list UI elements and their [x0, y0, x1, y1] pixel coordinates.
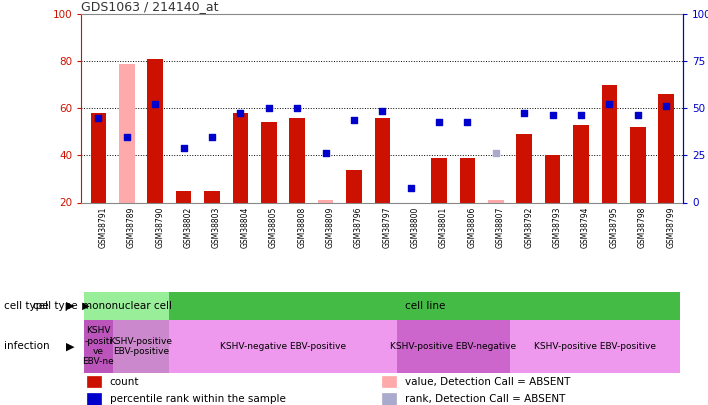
Point — [576, 112, 587, 119]
Bar — [375, 118, 390, 202]
Point — [661, 103, 672, 109]
Text: GSM38797: GSM38797 — [382, 207, 392, 248]
Point — [632, 112, 644, 119]
Text: KSHV
-positi
ve
EBV-ne: KSHV -positi ve EBV-ne — [83, 326, 114, 367]
Bar — [204, 191, 219, 202]
Bar — [545, 156, 561, 202]
Text: KSHV-positive EBV-positive: KSHV-positive EBV-positive — [535, 342, 656, 351]
Bar — [382, 376, 396, 387]
Point — [604, 100, 615, 107]
Point — [547, 112, 559, 119]
Bar — [488, 200, 503, 202]
Text: KSHV-positive EBV-negative: KSHV-positive EBV-negative — [390, 342, 516, 351]
Text: GSM38790: GSM38790 — [155, 207, 164, 248]
Bar — [318, 200, 333, 202]
Text: count: count — [110, 377, 139, 387]
Text: GSM38807: GSM38807 — [496, 207, 505, 248]
Bar — [346, 170, 362, 202]
Text: cell type: cell type — [4, 301, 48, 311]
Bar — [119, 64, 135, 202]
Point — [348, 117, 360, 124]
Text: GDS1063 / 214140_at: GDS1063 / 214140_at — [81, 0, 219, 13]
Point — [405, 185, 416, 192]
Point — [518, 110, 530, 116]
Bar — [290, 118, 305, 202]
Text: GSM38793: GSM38793 — [553, 207, 561, 248]
Bar — [88, 376, 101, 387]
Bar — [510, 320, 680, 373]
Text: GSM38804: GSM38804 — [241, 207, 249, 248]
Text: value, Detection Call = ABSENT: value, Detection Call = ABSENT — [404, 377, 570, 387]
Bar — [176, 191, 191, 202]
Text: GSM38799: GSM38799 — [666, 207, 675, 248]
Text: ▶: ▶ — [66, 301, 74, 311]
Point — [263, 105, 275, 111]
Point — [121, 133, 132, 140]
Text: infection: infection — [4, 341, 49, 351]
Text: GSM38795: GSM38795 — [610, 207, 618, 248]
Text: GSM38789: GSM38789 — [127, 207, 136, 248]
Bar — [84, 292, 169, 320]
Text: GSM38808: GSM38808 — [297, 207, 306, 248]
Point — [235, 110, 246, 116]
Bar — [169, 320, 396, 373]
Text: percentile rank within the sample: percentile rank within the sample — [110, 394, 285, 404]
Bar — [630, 127, 646, 202]
Point — [433, 119, 445, 126]
Text: GSM38802: GSM38802 — [183, 207, 193, 248]
Text: ▶: ▶ — [79, 301, 90, 311]
Text: cell line: cell line — [405, 301, 445, 311]
Point — [462, 119, 473, 126]
Bar — [147, 59, 163, 202]
Bar — [658, 94, 674, 202]
Text: GSM38798: GSM38798 — [638, 207, 647, 248]
Bar — [516, 134, 532, 202]
Bar — [113, 320, 169, 373]
Text: GSM38809: GSM38809 — [326, 207, 335, 248]
Point — [292, 105, 303, 111]
Point — [320, 150, 331, 156]
Text: GSM38801: GSM38801 — [439, 207, 448, 248]
Point — [206, 133, 217, 140]
Bar — [169, 292, 680, 320]
Bar — [573, 125, 589, 202]
Text: rank, Detection Call = ABSENT: rank, Detection Call = ABSENT — [404, 394, 565, 404]
Text: GSM38791: GSM38791 — [98, 207, 108, 248]
Bar — [459, 158, 475, 202]
Bar — [602, 85, 617, 202]
Text: KSHV-negative EBV-positive: KSHV-negative EBV-positive — [220, 342, 346, 351]
Point — [149, 100, 161, 107]
Text: mononuclear cell: mononuclear cell — [82, 301, 172, 311]
Point — [178, 145, 189, 151]
Text: GSM38792: GSM38792 — [524, 207, 533, 248]
Bar — [382, 394, 396, 405]
Text: GSM38806: GSM38806 — [467, 207, 476, 248]
Bar — [91, 113, 106, 202]
Bar — [84, 320, 113, 373]
Bar — [261, 122, 277, 202]
Bar — [88, 394, 101, 405]
Bar — [431, 158, 447, 202]
Text: GSM38794: GSM38794 — [581, 207, 590, 248]
Bar — [396, 320, 510, 373]
Text: cell type: cell type — [33, 301, 78, 311]
Text: KSHV-positive
EBV-positive: KSHV-positive EBV-positive — [110, 337, 173, 356]
Text: GSM38800: GSM38800 — [411, 207, 420, 248]
Point — [377, 107, 388, 114]
Text: ▶: ▶ — [66, 341, 74, 351]
Point — [93, 115, 104, 121]
Text: GSM38805: GSM38805 — [269, 207, 278, 248]
Point — [490, 150, 501, 156]
Bar — [233, 113, 249, 202]
Text: GSM38803: GSM38803 — [212, 207, 221, 248]
Text: GSM38796: GSM38796 — [354, 207, 363, 248]
